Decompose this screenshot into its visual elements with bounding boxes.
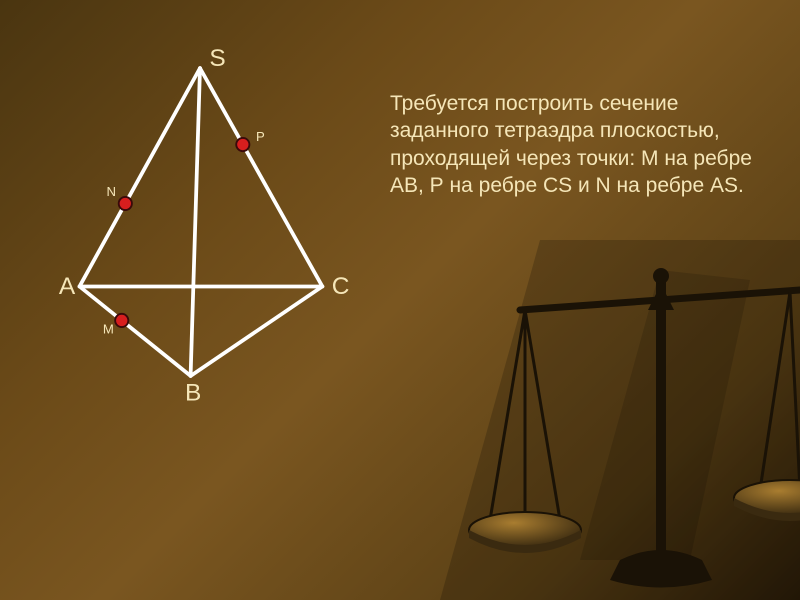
tetrahedron-diagram: S A B C P N M	[40, 40, 360, 420]
svg-text:P: P	[256, 129, 265, 144]
svg-text:N: N	[106, 184, 116, 199]
svg-text:A: A	[59, 273, 76, 300]
svg-text:M: M	[103, 322, 114, 337]
scales-decoration	[320, 240, 800, 600]
svg-text:C: C	[332, 273, 350, 300]
svg-text:S: S	[209, 45, 225, 72]
task-text: Требуется построить сечение заданного те…	[390, 90, 760, 199]
svg-text:B: B	[185, 379, 201, 406]
